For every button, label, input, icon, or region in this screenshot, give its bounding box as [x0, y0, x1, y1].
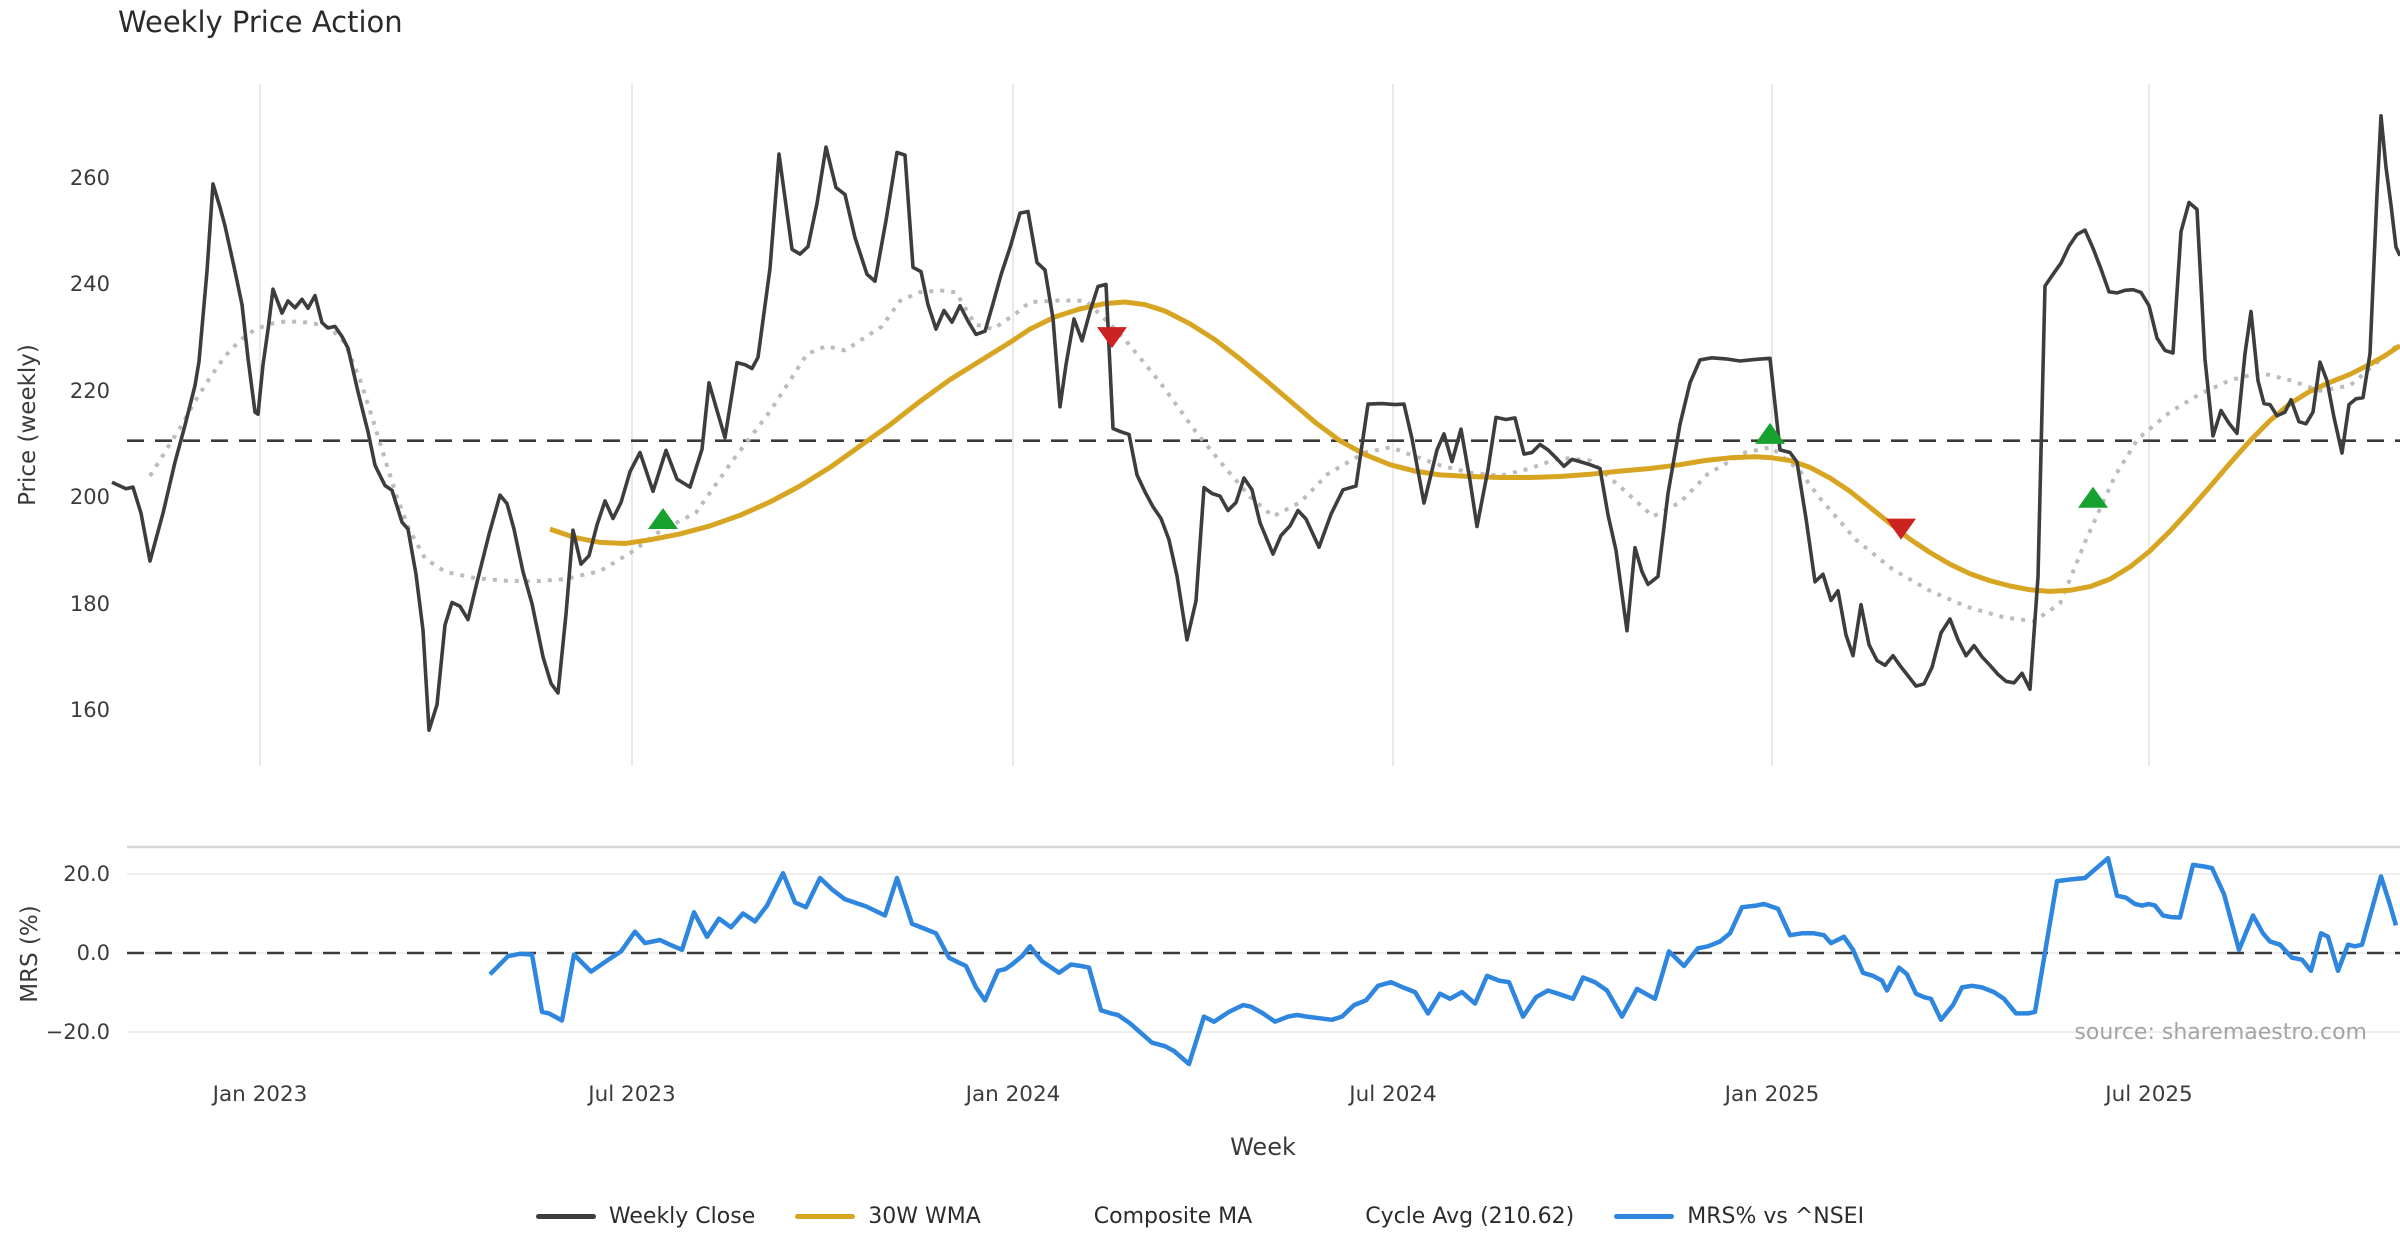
legend-swatch-solid — [535, 1214, 596, 1219]
price-ytick-180: 180 — [69, 591, 110, 616]
xtick-jan-2025: Jan 2025 — [1724, 1082, 1820, 1107]
legend-swatch-solid — [1614, 1214, 1675, 1219]
legend-item-weekly-close: Weekly Close — [535, 1204, 756, 1229]
legend: Weekly Close 30W WMA Composite MA Cycle Avg… — [0, 1204, 2400, 1229]
xtick-jul-2024: Jul 2024 — [1349, 1082, 1437, 1107]
mrs-ytick-−20.0: −20.0 — [45, 1020, 110, 1044]
xtick-jul-2023: Jul 2023 — [588, 1082, 676, 1107]
legend-label: Weekly Close — [608, 1204, 756, 1229]
mrs-ytick-0.0: 0.0 — [76, 941, 110, 965]
buy-signal-marker-1 — [648, 507, 678, 529]
legend-item-30w-wma: 30W WMA — [795, 1204, 981, 1229]
x-axis-label: Week — [1230, 1133, 1296, 1161]
buy-signal-marker-3 — [2078, 486, 2108, 508]
price-ytick-240: 240 — [69, 272, 110, 297]
legend-label: MRS% vs ^NSEI — [1687, 1204, 1865, 1229]
wma-line — [549, 299, 2400, 594]
legend-item-mrs-vs-nsei: MRS% vs ^NSEI — [1614, 1204, 1864, 1229]
price-ytick-200: 200 — [69, 485, 110, 510]
legend-swatch-dashed — [1292, 1214, 1352, 1219]
sell-signal-marker-1 — [1097, 327, 1127, 349]
chart-title: Weekly Price Action — [118, 5, 403, 39]
xtick-jan-2024: Jan 2024 — [965, 1082, 1061, 1107]
price-ytick-160: 160 — [69, 698, 110, 722]
mrs-ytick-20.0: 20.0 — [63, 862, 110, 886]
legend-item-composite-ma: Composite MA — [1021, 1204, 1252, 1229]
price-axis-label: Price (weekly) — [15, 344, 41, 506]
legend-label: Cycle Avg (210.62) — [1365, 1204, 1575, 1229]
weekly-close-line — [111, 114, 2400, 733]
source-credit: source: sharemaestro.com — [2074, 1020, 2367, 1045]
legend-label: 30W WMA — [868, 1204, 981, 1229]
legend-swatch-dotted — [1021, 1214, 1081, 1219]
xtick-jan-2023: Jan 2023 — [212, 1082, 308, 1107]
sell-signal-marker-2 — [1886, 518, 1916, 540]
mrs-line — [488, 855, 2399, 1067]
xtick-jul-2025: Jul 2025 — [2105, 1082, 2193, 1107]
legend-label: Composite MA — [1093, 1204, 1253, 1229]
price-ytick-260: 260 — [69, 166, 110, 190]
price-ytick-220: 220 — [69, 378, 110, 403]
legend-item-cycle-avg-210-62-: Cycle Avg (210.62) — [1292, 1204, 1574, 1229]
legend-swatch-solid — [795, 1214, 856, 1219]
composite-ma-line — [148, 288, 2400, 624]
buy-signal-marker-2 — [1755, 422, 1785, 444]
